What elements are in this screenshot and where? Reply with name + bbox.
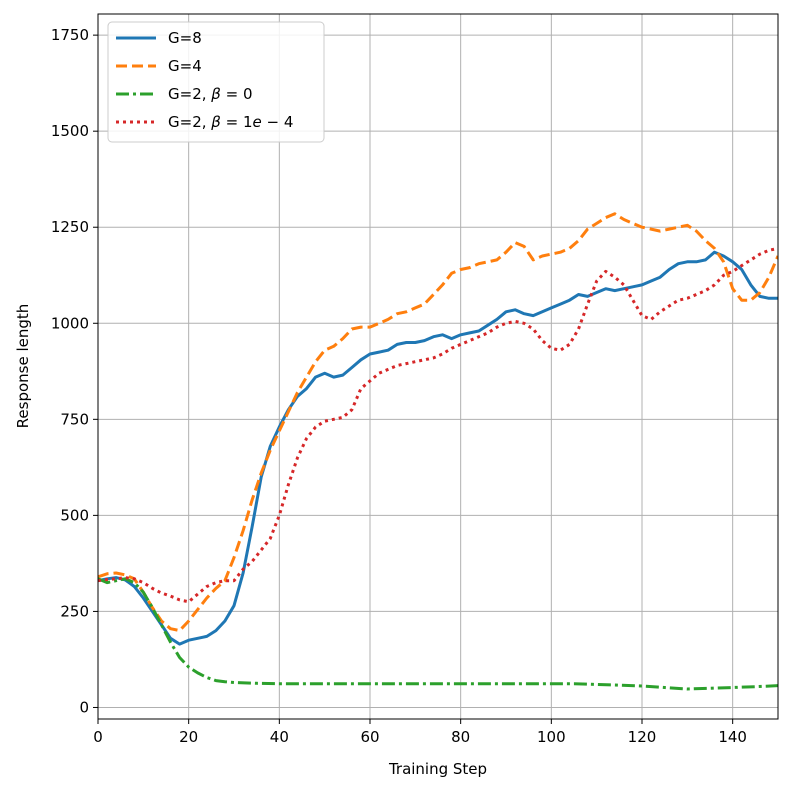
series-line bbox=[98, 250, 778, 646]
y-tick-label: 1000 bbox=[51, 314, 89, 332]
y-tick-label: 750 bbox=[60, 410, 89, 428]
legend-box bbox=[107, 21, 325, 143]
x-tick-label: 100 bbox=[537, 728, 566, 746]
legend: G=8 G=4 G=2, β = 0 G=2, β = 1e − 4 bbox=[107, 21, 325, 143]
series-line bbox=[98, 577, 778, 691]
legend-label: G=8 bbox=[168, 29, 202, 47]
x-tick-label: 80 bbox=[451, 728, 470, 746]
x-axis-title: Training Step bbox=[388, 760, 487, 778]
axis-ticks: 0 20 40 60 80 100 120 140 0 250 500 750 1000 1250 1500… bbox=[51, 26, 747, 746]
y-axis-title: Response length bbox=[14, 304, 32, 429]
x-tick-label: 40 bbox=[270, 728, 289, 746]
y-tick-label: 1250 bbox=[51, 218, 89, 236]
plot-frame bbox=[97, 13, 779, 720]
series-lines bbox=[98, 212, 778, 691]
x-tick-label: 0 bbox=[93, 728, 103, 746]
x-tick-label: 120 bbox=[628, 728, 657, 746]
y-tick-label: 1500 bbox=[51, 122, 89, 140]
y-tick-label: 0 bbox=[79, 698, 89, 716]
x-tick-label: 60 bbox=[360, 728, 379, 746]
y-tick-label: 500 bbox=[60, 506, 89, 524]
x-tick-label: 20 bbox=[179, 728, 198, 746]
legend-label: G=2, β = 1e − 4 bbox=[168, 113, 293, 131]
y-tick-label: 1750 bbox=[51, 26, 89, 44]
legend-label: G=2, β = 0 bbox=[168, 85, 253, 103]
series-line bbox=[98, 212, 778, 633]
series-line bbox=[98, 246, 778, 604]
legend-label: G=4 bbox=[168, 57, 202, 75]
y-tick-label: 250 bbox=[60, 602, 89, 620]
x-tick-label: 140 bbox=[718, 728, 747, 746]
